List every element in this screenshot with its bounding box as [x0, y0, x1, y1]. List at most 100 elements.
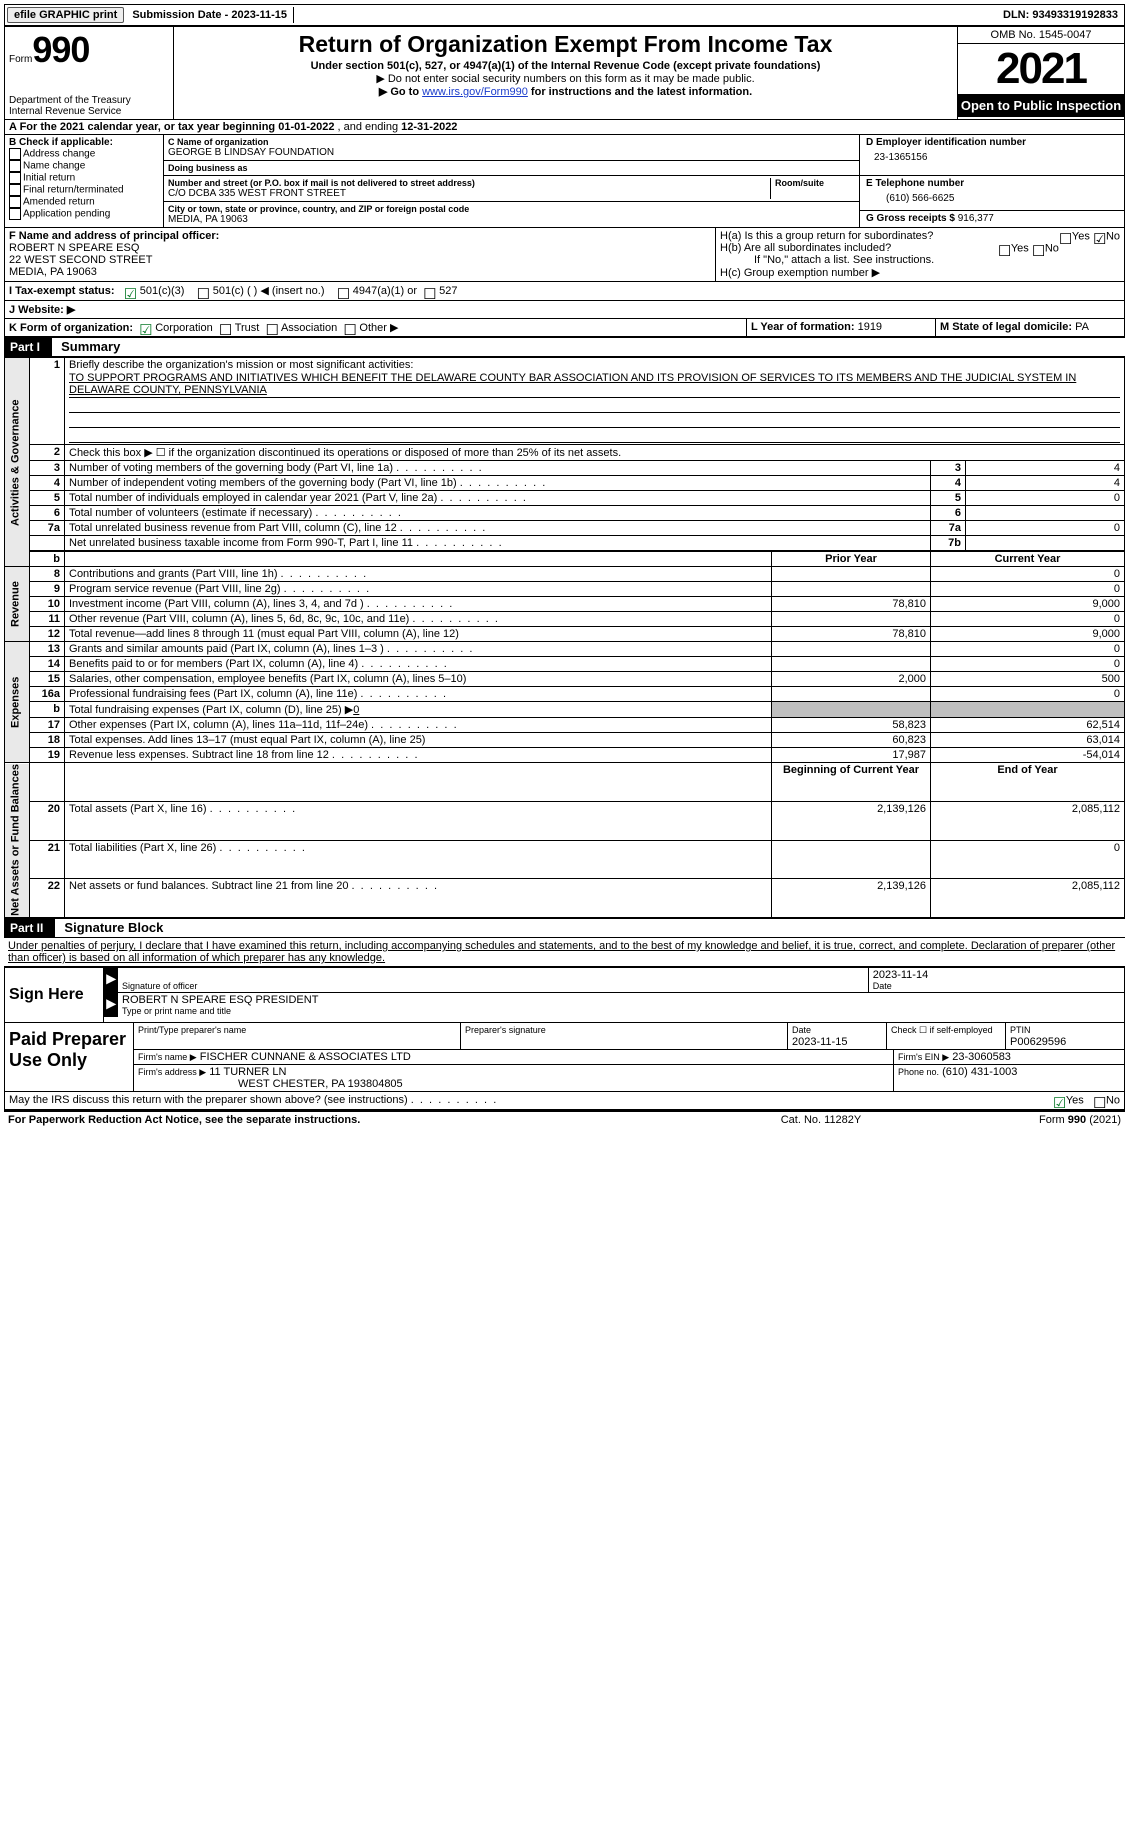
paperwork-notice: For Paperwork Reduction Act Notice, see …	[8, 1114, 721, 1126]
col-b-label: B Check if applicable:	[9, 137, 159, 148]
officer-name-title: ROBERT N SPEARE ESQ PRESIDENTType or pri…	[118, 993, 1124, 1017]
chk-name-change[interactable]: Name change	[9, 160, 159, 172]
tax-year: 2021	[958, 44, 1124, 94]
chk-initial-return[interactable]: Initial return	[9, 172, 159, 184]
form-note2: ▶ Go to www.irs.gov/Form990 for instruct…	[178, 85, 953, 98]
preparer-sig-hdr: Preparer's signature	[461, 1023, 788, 1049]
principal-officer: F Name and address of principal officer:…	[5, 228, 716, 281]
part2-label: Part II	[4, 919, 55, 937]
hdr-prior-year: Prior Year	[772, 551, 931, 567]
chk-corporation[interactable]	[139, 321, 152, 334]
col-c-org-info: C Name of organization GEORGE B LINDSAY …	[164, 135, 859, 227]
section-h: H(a) Is this a group return for subordin…	[716, 228, 1124, 281]
sign-here-label: Sign Here	[5, 968, 104, 1022]
gross-receipts-cell: G Gross receipts $ 916,377	[860, 211, 1124, 226]
row-j-website: J Website: ▶	[4, 301, 1125, 319]
row-i-tax-exempt: I Tax-exempt status: 501(c)(3) 501(c) ( …	[4, 282, 1125, 301]
part2-bar: Part II Signature Block	[4, 917, 1125, 938]
discuss-question: May the IRS discuss this return with the…	[9, 1094, 1053, 1107]
hdr-end-year: End of Year	[931, 763, 1125, 802]
discuss-no-checkbox[interactable]	[1093, 1094, 1106, 1107]
section-bcd: B Check if applicable: Address change Na…	[4, 135, 1125, 228]
chk-4947[interactable]	[337, 285, 350, 298]
side-revenue: Revenue	[5, 567, 30, 642]
city-cell: City or town, state or province, country…	[164, 202, 859, 227]
dln: DLN: 93493319192833	[997, 7, 1124, 23]
org-city: MEDIA, PA 19063	[168, 214, 855, 225]
page-footer: For Paperwork Reduction Act Notice, see …	[4, 1110, 1125, 1128]
part2-title: Signature Block	[58, 920, 163, 935]
hb-no-checkbox[interactable]	[1032, 242, 1045, 255]
dept-treasury: Department of the TreasuryInternal Reven…	[9, 95, 169, 117]
row-k-form-org: K Form of organization: Corporation Trus…	[5, 319, 747, 337]
discuss-yes-checkbox[interactable]	[1053, 1094, 1066, 1107]
form-subtitle: Under section 501(c), 527, or 4947(a)(1)…	[178, 60, 953, 72]
sig-arrow-icon: ▸	[104, 993, 118, 1017]
side-activities: Activities & Governance	[5, 358, 30, 567]
ha-no-checkbox[interactable]	[1093, 230, 1106, 243]
line1-mission: Briefly describe the organization's miss…	[65, 358, 1125, 445]
hdr-begin-year: Beginning of Current Year	[772, 763, 931, 802]
line-num: 3	[30, 461, 65, 476]
summary-table: Activities & Governance 1 Briefly descri…	[4, 357, 1125, 918]
line2-discontinued: Check this box ▶ ☐ if the organization d…	[65, 445, 1125, 461]
section-fh: F Name and address of principal officer:…	[4, 228, 1125, 282]
org-street: C/O DCBA 335 WEST FRONT STREET	[168, 188, 766, 199]
ein-value: 23-1365156	[866, 148, 1118, 173]
chk-application-pending[interactable]: Application pending	[9, 208, 159, 220]
mission-text: TO SUPPORT PROGRAMS AND INITIATIVES WHIC…	[69, 371, 1120, 398]
firm-ein: Firm's EIN ▶ 23-3060583	[894, 1050, 1124, 1064]
ha-yes-checkbox[interactable]	[1059, 230, 1072, 243]
row-l-year: L Year of formation: 1919	[747, 319, 936, 337]
firm-phone: Phone no. (610) 431-1003	[894, 1065, 1124, 1091]
hb-yes-checkbox[interactable]	[998, 242, 1011, 255]
gross-receipts-value: 916,377	[958, 213, 994, 224]
street-cell: Number and street (or P.O. box if mail i…	[164, 176, 859, 202]
open-to-public: Open to Public Inspection	[958, 94, 1124, 117]
chk-final-return[interactable]: Final return/terminated	[9, 184, 159, 196]
chk-trust[interactable]	[219, 321, 232, 334]
paid-preparer-block: Paid Preparer Use Only Print/Type prepar…	[4, 1023, 1125, 1092]
row-a-tax-year: A For the 2021 calendar year, or tax yea…	[4, 120, 1125, 135]
hdr-current-year: Current Year	[931, 551, 1125, 567]
preparer-self-employed[interactable]: Check ☐ if self-employed	[887, 1023, 1006, 1049]
chk-other[interactable]	[343, 321, 356, 334]
dba-cell: Doing business as	[164, 161, 859, 176]
top-bar: efile GRAPHIC print Submission Date - 20…	[4, 4, 1125, 27]
telephone-value: (610) 566-6625	[866, 189, 1118, 208]
chk-association[interactable]	[265, 321, 278, 334]
chk-527[interactable]	[423, 285, 436, 298]
signature-block: Sign Here ▸ Signature of officer 2023-11…	[4, 966, 1125, 1023]
form-header: Form990 Department of the TreasuryIntern…	[4, 27, 1125, 120]
header-right: OMB No. 1545-0047 2021 Open to Public In…	[957, 27, 1124, 119]
efile-print-button[interactable]: efile GRAPHIC print	[7, 7, 124, 23]
sign-date: 2023-11-14Date	[868, 968, 1124, 992]
officer-signature-field[interactable]: Signature of officer	[118, 968, 868, 992]
header-mid: Return of Organization Exempt From Incom…	[174, 27, 957, 119]
chk-address-change[interactable]: Address change	[9, 148, 159, 160]
form-note1: ▶ Do not enter social security numbers o…	[178, 72, 953, 85]
line-num: 2	[30, 445, 65, 461]
row-m-state: M State of legal domicile: PA	[936, 319, 1124, 337]
hc-group-exemption: H(c) Group exemption number ▶	[720, 266, 1120, 279]
part1-bar: Part I Summary	[4, 336, 1125, 357]
chk-amended-return[interactable]: Amended return	[9, 196, 159, 208]
preparer-name-hdr: Print/Type preparer's name	[134, 1023, 461, 1049]
form-number: 990	[32, 29, 89, 70]
form-label: Form	[9, 54, 32, 65]
cat-no: Cat. No. 11282Y	[721, 1114, 921, 1126]
discuss-row: May the IRS discuss this return with the…	[4, 1092, 1125, 1110]
firm-address: Firm's address ▶ 11 TURNER LN WEST CHEST…	[134, 1065, 894, 1091]
irs-link[interactable]: www.irs.gov/Form990	[422, 86, 528, 98]
preparer-date: Date2023-11-15	[788, 1023, 887, 1049]
hb-note: If "No," attach a list. See instructions…	[720, 254, 1120, 266]
perjury-declaration: Under penalties of perjury, I declare th…	[4, 938, 1125, 966]
part1-title: Summary	[55, 339, 120, 354]
telephone-cell: E Telephone number (610) 566-6625	[860, 176, 1124, 211]
preparer-ptin: PTINP00629596	[1006, 1023, 1124, 1049]
chk-501c3[interactable]	[124, 285, 137, 298]
ha-group-return: H(a) Is this a group return for subordin…	[720, 230, 1120, 242]
chk-501c[interactable]	[197, 285, 210, 298]
line-num: 1	[30, 358, 65, 445]
side-expenses: Expenses	[5, 642, 30, 763]
